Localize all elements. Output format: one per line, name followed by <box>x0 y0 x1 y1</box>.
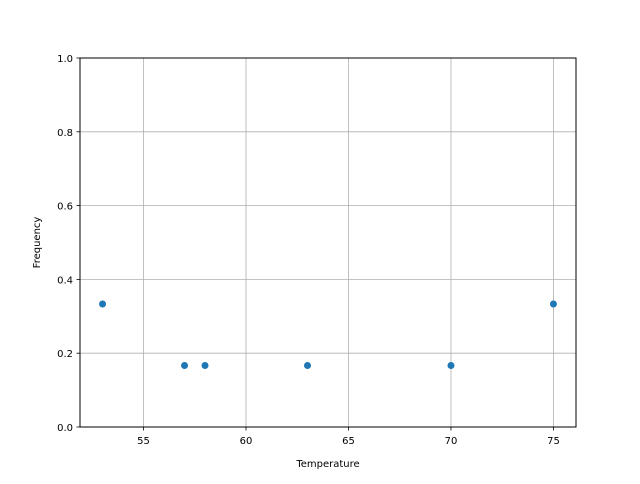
y-tick-label: 0.8 <box>57 128 73 139</box>
data-point <box>99 300 107 308</box>
data-point <box>549 300 557 308</box>
y-tick-label: 0.4 <box>57 275 73 286</box>
grid-lines <box>80 57 576 428</box>
x-tick-label: 65 <box>342 436 355 447</box>
data-point <box>447 361 455 369</box>
data-point <box>181 361 189 369</box>
y-tick-label: 0.6 <box>57 202 73 213</box>
y-tick-label: 1.0 <box>57 54 73 65</box>
y-tick-label: 0.2 <box>57 349 73 360</box>
y-tick-label: 0.0 <box>57 423 73 434</box>
x-axis-label: Temperature <box>295 459 359 470</box>
x-tick-label: 75 <box>547 436 560 447</box>
plot-area-frame <box>79 57 577 428</box>
x-tick-label: 60 <box>240 436 253 447</box>
data-point <box>201 361 209 369</box>
data-point <box>304 361 312 369</box>
y-axis-label: Frequency <box>32 217 43 269</box>
axis-ticks: 55 60 65 70 75 0.0 0.2 0.4 0.6 0.8 1.0 <box>57 54 560 447</box>
data-points <box>99 300 557 369</box>
x-tick-label: 55 <box>137 436 150 447</box>
x-tick-label: 70 <box>445 436 458 447</box>
